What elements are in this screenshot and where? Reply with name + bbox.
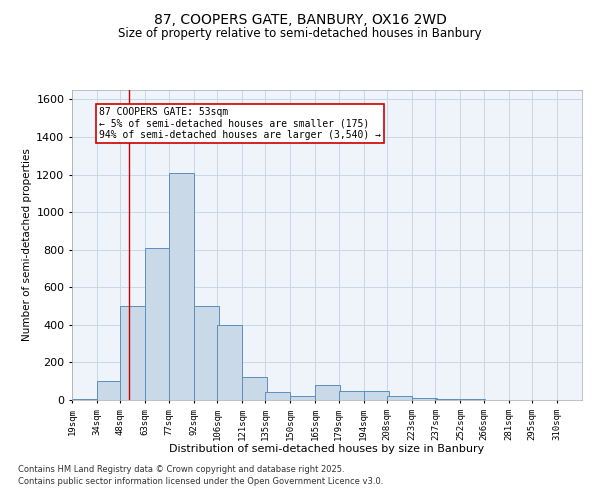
Bar (387, 396, 412, 400)
Text: Contains public sector information licensed under the Open Government Licence v3: Contains public sector information licen… (18, 477, 383, 486)
Bar (364, 390, 389, 400)
Bar (412, 398, 437, 400)
Bar (72, 399, 97, 400)
Bar (121, 306, 145, 400)
Bar (460, 399, 485, 400)
X-axis label: Distribution of semi-detached houses by size in Banbury: Distribution of semi-detached houses by … (169, 444, 485, 454)
Text: 87 COOPERS GATE: 53sqm
← 5% of semi-detached houses are smaller (175)
94% of sem: 87 COOPERS GATE: 53sqm ← 5% of semi-deta… (98, 107, 380, 140)
Bar (290, 396, 316, 400)
Bar (242, 378, 267, 400)
Bar (217, 325, 242, 400)
Bar (436, 399, 460, 400)
Bar (338, 390, 364, 400)
Bar (265, 392, 290, 400)
Text: Size of property relative to semi-detached houses in Banbury: Size of property relative to semi-detach… (118, 28, 482, 40)
Bar (316, 385, 340, 400)
Text: Contains HM Land Registry data © Crown copyright and database right 2025.: Contains HM Land Registry data © Crown c… (18, 466, 344, 474)
Y-axis label: Number of semi-detached properties: Number of semi-detached properties (22, 148, 32, 342)
Bar (145, 248, 170, 400)
Bar (169, 172, 194, 400)
Text: 87, COOPERS GATE, BANBURY, OX16 2WD: 87, COOPERS GATE, BANBURY, OX16 2WD (154, 12, 446, 26)
Bar (97, 381, 122, 400)
Bar (194, 306, 218, 400)
